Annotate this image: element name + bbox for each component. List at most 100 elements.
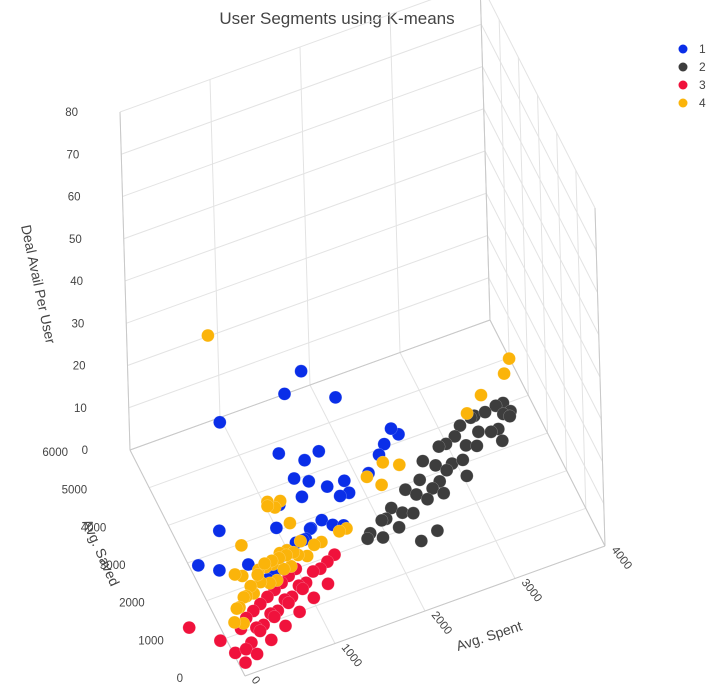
series-2-point[interactable]	[420, 492, 435, 506]
series-2-point[interactable]	[489, 399, 503, 413]
series-4-point[interactable]	[260, 499, 275, 513]
series-4-point[interactable]	[376, 455, 390, 470]
series-2-point[interactable]	[416, 454, 430, 468]
series-2-point[interactable]	[470, 439, 484, 453]
series-1-point[interactable]	[277, 387, 292, 401]
series-3-point[interactable]	[182, 620, 196, 635]
legend[interactable]: 1 2 3 4	[678, 42, 707, 110]
box-edge	[244, 545, 606, 677]
series-2-point[interactable]	[453, 418, 467, 433]
legend-marker-2[interactable]	[678, 62, 688, 72]
series-3-point[interactable]	[239, 642, 253, 656]
series-3-point[interactable]	[292, 605, 307, 619]
series-1-point[interactable]	[337, 474, 351, 488]
series-2-point[interactable]	[456, 453, 470, 467]
legend-label-3[interactable]: 3	[699, 78, 706, 92]
legend-marker-4[interactable]	[678, 98, 688, 108]
series-2-point[interactable]	[471, 425, 486, 439]
legend-marker-3[interactable]	[678, 80, 688, 90]
series-4-point[interactable]	[392, 458, 406, 472]
series-4-point[interactable]	[227, 615, 242, 630]
series-1-point[interactable]	[328, 390, 343, 405]
series-4-point[interactable]	[460, 406, 474, 421]
series-3-point[interactable]	[281, 596, 296, 610]
back-grid-z	[127, 235, 488, 366]
series-4-point[interactable]	[374, 478, 389, 492]
series-1-point[interactable]	[333, 489, 347, 503]
series-2-point[interactable]	[484, 425, 498, 439]
series-4-point[interactable]	[360, 470, 374, 484]
series-3-point[interactable]	[238, 655, 253, 670]
series-2-point[interactable]	[406, 506, 420, 520]
series-1-point[interactable]	[272, 446, 286, 461]
series-1-point[interactable]	[241, 557, 255, 572]
series-4-point[interactable]	[293, 534, 308, 548]
series-1-point[interactable]	[191, 558, 205, 573]
series-2-point[interactable]	[413, 473, 427, 487]
series-1-point[interactable]	[212, 524, 226, 538]
series-2-point[interactable]	[440, 463, 454, 477]
series-4-point[interactable]	[497, 366, 511, 381]
series-1-point[interactable]	[287, 471, 301, 486]
series-2-point[interactable]	[360, 532, 375, 546]
series-2-point[interactable]	[437, 486, 451, 500]
legend-label-1[interactable]: 1	[699, 42, 706, 56]
series-1-point[interactable]	[377, 437, 391, 451]
series-3-point[interactable]	[253, 624, 267, 638]
series-3-point[interactable]	[295, 582, 310, 596]
series-4-point[interactable]	[228, 567, 242, 582]
series-1-point[interactable]	[384, 421, 398, 436]
side-grid-z	[482, 66, 598, 293]
series-4-point[interactable]	[257, 556, 272, 571]
series-2-point[interactable]	[425, 481, 440, 496]
series-3-point[interactable]	[250, 647, 264, 661]
series-3-point[interactable]	[213, 634, 228, 648]
series-1-point[interactable]	[297, 453, 312, 467]
series-1-point[interactable]	[213, 415, 227, 429]
series-2-point[interactable]	[428, 458, 443, 473]
series-1-point[interactable]	[315, 513, 329, 527]
series-1-point[interactable]	[320, 479, 334, 494]
series-4-point[interactable]	[474, 388, 488, 402]
series-4-point[interactable]	[283, 516, 297, 530]
series-2-point[interactable]	[495, 434, 509, 448]
data-points[interactable]	[182, 328, 518, 670]
series-2-point[interactable]	[503, 409, 517, 423]
series-1-point[interactable]	[294, 364, 308, 378]
series-2-point[interactable]	[375, 513, 389, 528]
series-4-point[interactable]	[230, 601, 244, 616]
y-tick-label: 1000	[138, 635, 164, 647]
series-1-point[interactable]	[269, 521, 284, 535]
series-1-point[interactable]	[302, 474, 316, 488]
series-3-point[interactable]	[264, 633, 278, 647]
series-4-point[interactable]	[502, 351, 516, 366]
series-4-point[interactable]	[234, 538, 249, 553]
series-1-point[interactable]	[295, 490, 309, 504]
series-3-point[interactable]	[321, 577, 335, 591]
series-2-point[interactable]	[409, 487, 424, 502]
series-2-point[interactable]	[430, 524, 445, 538]
series-2-point[interactable]	[478, 405, 492, 419]
series-4-point[interactable]	[277, 562, 291, 576]
legend-label-4[interactable]: 4	[699, 96, 706, 110]
legend-marker-1[interactable]	[678, 44, 688, 54]
series-3-point[interactable]	[267, 610, 281, 624]
series-2-point[interactable]	[376, 530, 390, 545]
series-2-point[interactable]	[460, 469, 474, 483]
series-4-point[interactable]	[251, 568, 265, 582]
series-2-point[interactable]	[392, 520, 406, 534]
series-2-point[interactable]	[384, 501, 398, 515]
series-4-point[interactable]	[201, 328, 215, 343]
series-3-point[interactable]	[306, 564, 320, 579]
series-3-point[interactable]	[278, 619, 293, 633]
series-3-point[interactable]	[307, 591, 321, 605]
series-1-point[interactable]	[212, 563, 227, 578]
series-2-point[interactable]	[432, 439, 446, 454]
legend-label-2[interactable]: 2	[699, 60, 706, 74]
series-2-point[interactable]	[398, 483, 413, 497]
series-4-point[interactable]	[332, 524, 346, 538]
series-4-point[interactable]	[307, 538, 321, 552]
series-1-point[interactable]	[312, 444, 326, 458]
series-2-point[interactable]	[448, 429, 462, 444]
series-2-point[interactable]	[414, 534, 428, 548]
